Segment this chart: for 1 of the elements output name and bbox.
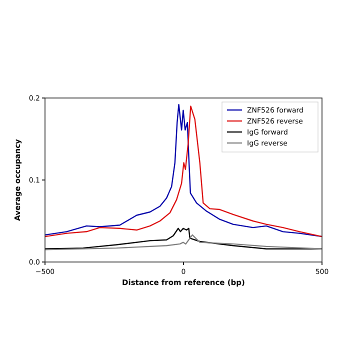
line-series <box>44 234 323 250</box>
